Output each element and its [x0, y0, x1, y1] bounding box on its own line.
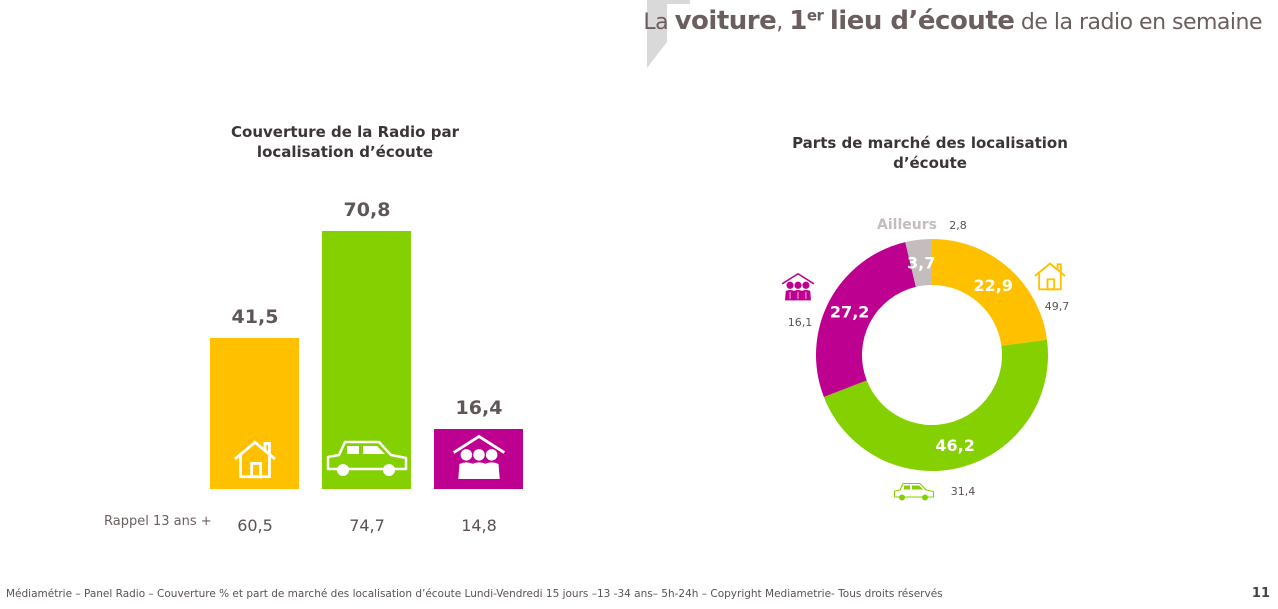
title-prefix: La: [643, 10, 669, 35]
title-bold-number: 1: [789, 6, 807, 36]
donut-slice-ailleurs: [905, 239, 932, 287]
title-bold-voiture: voiture: [674, 6, 777, 36]
reminder-value-travail: 14,8: [461, 516, 497, 535]
donut-chart-title-line1: Parts de marché des localisation: [792, 134, 1068, 152]
car-icon: [893, 482, 935, 501]
bar-chart-title-line2: localisation d’écoute: [256, 143, 434, 161]
bar-voiture: [322, 231, 411, 489]
title-comma: ,: [776, 10, 783, 35]
house-icon: [1034, 262, 1066, 291]
page-number: 11: [1251, 586, 1270, 601]
bar-domicile: [210, 337, 299, 489]
title-bold-lieu: lieu d’écoute: [829, 6, 1015, 36]
reminder-label: Rappel 13 ans +: [104, 514, 212, 529]
donut-value-label-voiture: 46,2: [935, 436, 974, 455]
donut-value-label-domicile: 22,9: [974, 276, 1013, 295]
donut-chart-title-line2: d’écoute: [893, 154, 967, 172]
bar-travail: [434, 429, 523, 489]
donut-slice-travail: [816, 242, 916, 398]
donut-slice-domicile: [932, 239, 1047, 346]
bar-chart-title-line1: Couverture de la Radio par: [231, 123, 459, 141]
footer-source: Médiamétrie – Panel Radio – Couverture %…: [6, 588, 943, 600]
page-title: La voiture, 1er lieu d’écoute de la radi…: [643, 6, 1262, 36]
bar-value-label-voiture: 70,8: [343, 199, 391, 221]
house-icon: [231, 439, 279, 483]
car-icon: [325, 435, 409, 483]
corner-decoration: [647, 0, 690, 68]
house-icon: [233, 440, 276, 479]
workplace-icon: [781, 272, 815, 301]
title-superscript: er: [806, 6, 824, 25]
donut-slice-voiture: [823, 339, 1048, 471]
car-icon: [893, 482, 935, 501]
car-icon: [326, 440, 407, 476]
donut-value-label-travail: 27,2: [830, 303, 869, 322]
reminder-value-domicile: 60,5: [237, 516, 273, 535]
donut-reminder-voiture: 31,4: [951, 485, 976, 498]
donut-reminder-travail: 16,1: [788, 316, 813, 329]
reminder-value-voiture: 74,7: [349, 516, 385, 535]
donut-ailleurs-label: Ailleurs: [877, 217, 937, 233]
workplace-icon: [781, 272, 815, 301]
workplace-icon: [450, 433, 508, 483]
donut-reminder-domicile: 49,7: [1045, 300, 1070, 313]
title-suffix: de la radio en semaine: [1020, 10, 1263, 35]
donut-chart-title: Parts de marché des localisation d’écout…: [770, 133, 1090, 173]
bar-value-label-domicile: 41,5: [231, 305, 279, 328]
house-icon: [1034, 262, 1066, 291]
bar-chart-title: Couverture de la Radio par localisation …: [200, 122, 490, 162]
donut-value-label-ailleurs: 3,7: [907, 254, 935, 273]
bar-value-label-travail: 16,4: [455, 397, 503, 420]
donut-reminder-ailleurs: 2,8: [949, 219, 967, 232]
workplace-icon: [452, 434, 505, 479]
